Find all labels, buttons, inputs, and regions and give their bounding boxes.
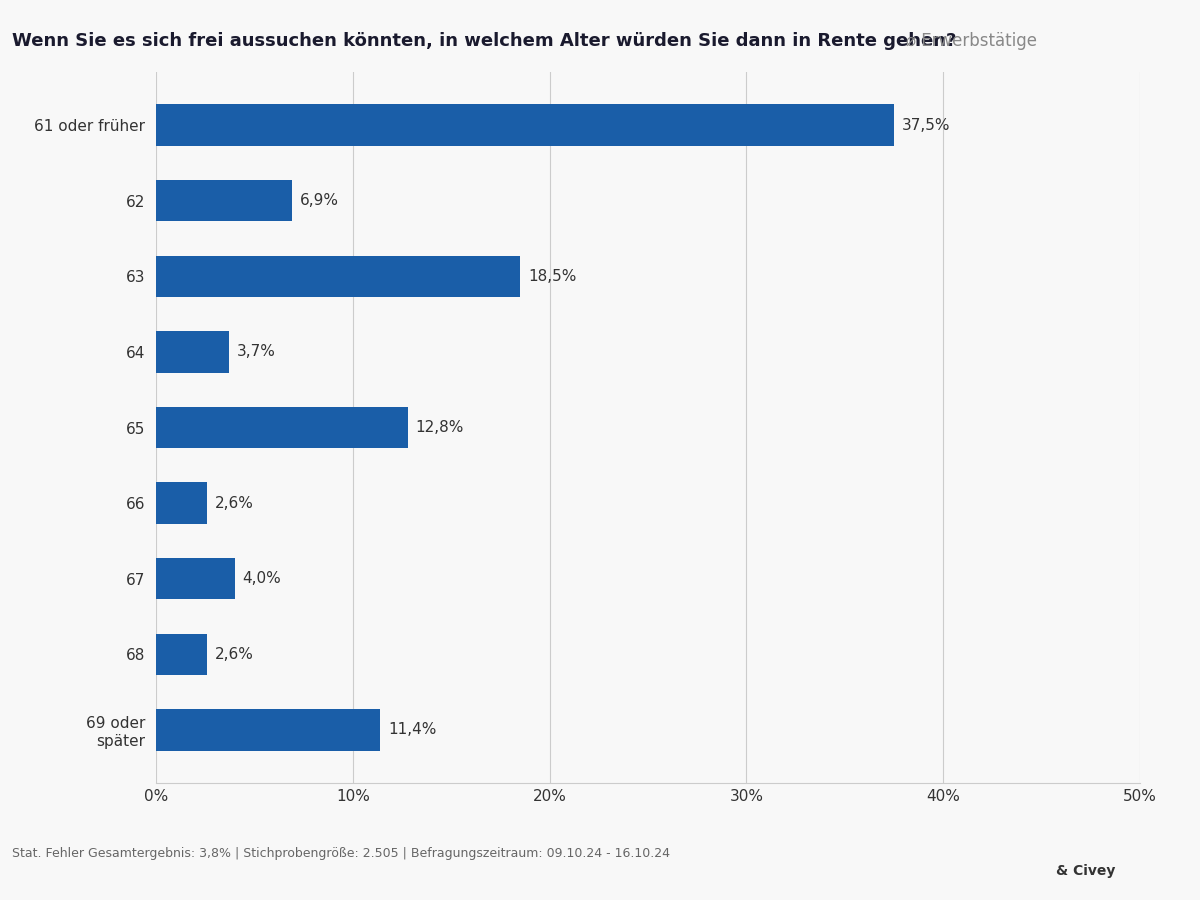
Text: 11,4%: 11,4% [389,723,437,737]
Bar [156,634,208,675]
Bar [156,256,520,297]
Text: 6,9%: 6,9% [300,194,338,208]
Text: 2,6%: 2,6% [215,496,254,510]
Bar [156,407,408,448]
Bar [156,331,229,373]
Bar [156,104,894,146]
Text: ⌀ Erwerbstätige: ⌀ Erwerbstätige [906,32,1037,50]
Bar [156,482,208,524]
Text: 2,6%: 2,6% [215,647,254,662]
Text: 4,0%: 4,0% [242,572,281,586]
Text: Stat. Fehler Gesamtergebnis: 3,8% | Stichprobengröße: 2.505 | Befragungszeitraum: Stat. Fehler Gesamtergebnis: 3,8% | Stic… [12,847,670,860]
Bar [156,180,292,221]
Bar [156,558,235,599]
Text: 18,5%: 18,5% [528,269,576,284]
Text: 12,8%: 12,8% [415,420,464,435]
Text: 37,5%: 37,5% [902,118,950,132]
Text: Wenn Sie es sich frei aussuchen könnten, in welchem Alter würden Sie dann in Ren: Wenn Sie es sich frei aussuchen könnten,… [12,32,968,50]
Bar [156,709,380,751]
Text: 3,7%: 3,7% [236,345,276,359]
Text: & Civey: & Civey [1056,863,1115,878]
